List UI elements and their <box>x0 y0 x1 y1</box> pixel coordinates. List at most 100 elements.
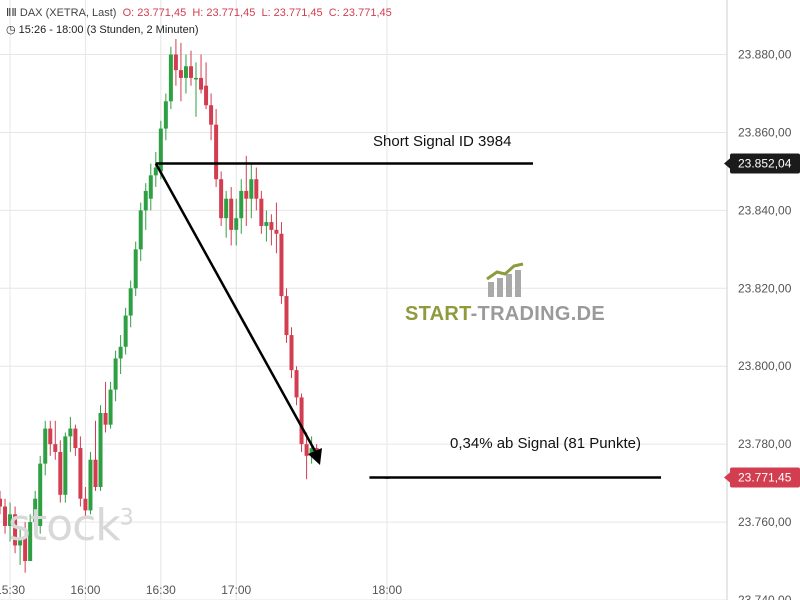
candle-body <box>8 514 13 526</box>
candle-body <box>163 101 168 129</box>
candle-body <box>219 179 224 219</box>
watermark-sup: 3 <box>119 505 134 531</box>
candle-body <box>23 537 28 562</box>
x-tick-label: 16:00 <box>70 583 100 597</box>
price-label-text: 23.771,45 <box>738 470 792 484</box>
candle-body <box>188 66 193 78</box>
time-range-header: ◷ 15:26 - 18:00 (3 Stunden, 2 Minuten) <box>6 23 198 36</box>
candle-body <box>143 190 148 211</box>
x-tick-label: 16:30 <box>146 583 176 597</box>
candle-body <box>38 463 43 526</box>
y-tick-label: 23.860,00 <box>738 125 792 139</box>
candle-body <box>229 198 234 230</box>
stock3-watermark: stock3 <box>8 500 134 551</box>
candle-body <box>158 128 163 172</box>
brand-part2: TRADING.DE <box>477 303 605 325</box>
candle-body <box>43 428 48 464</box>
symbol-label: DAX (XETRA, Last) <box>19 7 117 19</box>
brand-dash: - <box>470 303 478 325</box>
brand-part1: START <box>405 303 471 325</box>
candle-body <box>123 315 128 347</box>
signal-arrow-line <box>154 162 317 452</box>
candle-body <box>264 222 269 226</box>
candle-body <box>183 66 188 78</box>
candle-body <box>194 77 199 80</box>
y-tick-label: 23.800,00 <box>738 359 792 373</box>
candle-body <box>214 124 219 180</box>
start-trading-brand: START-TRADING.DE <box>405 303 605 326</box>
candle-body <box>309 448 314 456</box>
candle-body <box>249 179 254 199</box>
candle-body <box>204 85 209 106</box>
time-axis: 15:30 16:00 16:30 17:00 18:00 <box>0 583 402 597</box>
signal-arrowhead <box>308 448 322 465</box>
candle-body <box>58 451 63 495</box>
candle-body <box>209 105 214 125</box>
candle-body <box>108 389 113 425</box>
start-trading-logo-icon <box>486 262 524 297</box>
candle-body <box>279 233 284 297</box>
candle-body <box>73 428 78 449</box>
candle-body <box>78 448 83 499</box>
candle-body <box>234 218 239 230</box>
candle-body <box>118 346 123 359</box>
price-label-pointer <box>724 157 731 170</box>
candle-body <box>33 498 38 523</box>
candle-body <box>63 436 68 495</box>
candle-body <box>0 498 2 507</box>
candle-body <box>178 70 183 78</box>
open-value: O: 23.771,45 <box>122 7 187 19</box>
candle-body <box>88 459 93 511</box>
candlestick-icon: ⅡⅡ <box>6 7 17 19</box>
candle-body <box>98 412 103 488</box>
time-range: 15:26 - 18:00 <box>18 24 84 36</box>
candle-body <box>254 179 259 199</box>
candle-body <box>314 448 319 452</box>
high-value: H: 23.771,45 <box>192 7 256 19</box>
candle-body <box>68 428 73 437</box>
candle-body <box>13 514 18 546</box>
low-value: L: 23.771,45 <box>261 7 323 19</box>
candle-body <box>18 537 23 546</box>
candle-body <box>299 397 304 445</box>
y-tick-label: 23.820,00 <box>738 281 792 295</box>
short-signal-label: Short Signal ID 3984 <box>373 133 512 150</box>
candle-body <box>259 198 264 226</box>
candle-body <box>224 198 229 219</box>
candle-body <box>274 229 279 234</box>
candle-body <box>28 522 33 562</box>
result-label: 0,34% ab Signal (81 Punkte) <box>450 435 641 452</box>
candles <box>0 38 389 573</box>
candle-body <box>173 54 178 71</box>
close-value: C: 23.771,45 <box>328 7 392 19</box>
y-tick-label: 23.880,00 <box>738 48 792 62</box>
candle-body <box>289 335 294 371</box>
candle-body <box>304 444 309 456</box>
candle-body <box>239 190 244 219</box>
duration: (3 Stunden, 2 Minuten) <box>86 24 199 36</box>
candle-body <box>284 296 289 336</box>
candle-body <box>3 506 8 526</box>
y-tick-label: 23.780,00 <box>738 437 792 451</box>
clock-icon: ◷ <box>6 24 16 36</box>
watermark-text: stock <box>8 500 121 551</box>
candle-body <box>48 428 53 445</box>
signal-overlays: 23.852,04 23.771,45 <box>154 153 800 488</box>
candle-body <box>113 358 118 390</box>
price-label-box <box>730 153 800 174</box>
candle-body <box>138 210 143 250</box>
candle-body <box>128 288 133 316</box>
candle-body <box>83 498 88 511</box>
candle-body <box>294 370 299 398</box>
candle-body <box>103 412 108 425</box>
candle-body <box>133 249 138 289</box>
y-tick-label: 23.840,00 <box>738 203 792 217</box>
price-label-box <box>730 467 800 488</box>
x-tick-label: 17:00 <box>221 583 251 597</box>
candle-body <box>148 175 153 199</box>
candle-body <box>199 77 204 90</box>
price-label-pointer <box>724 471 731 484</box>
y-tick-label: 23.740,00 <box>738 593 792 600</box>
candle-body <box>168 54 173 102</box>
